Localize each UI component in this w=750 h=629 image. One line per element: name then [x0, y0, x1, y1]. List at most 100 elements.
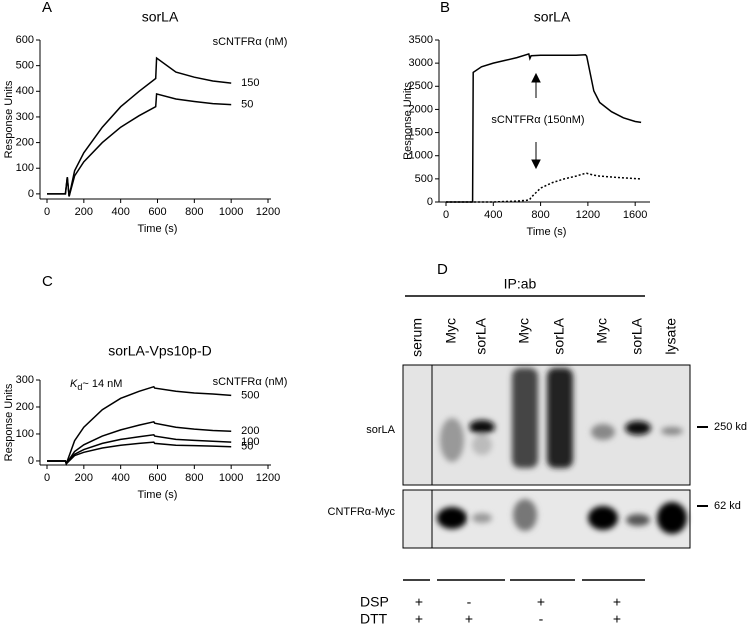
y-tick-label: 400	[16, 85, 34, 97]
band	[588, 506, 618, 530]
series-label: 100	[241, 436, 259, 448]
y-tick-label: 100	[16, 428, 34, 440]
condition-sign: +	[537, 594, 545, 610]
band	[625, 421, 651, 435]
marker-label: 250 kd	[714, 421, 747, 433]
x-tick-label: 400	[111, 206, 129, 218]
condition-label: DTT	[360, 611, 388, 627]
chart-title: sorLA	[534, 9, 571, 25]
condition-sign: +	[415, 594, 423, 610]
y-axis-label: Response Units	[3, 383, 15, 461]
series-label: 500	[241, 389, 259, 401]
x-tick-label: 1000	[219, 206, 243, 218]
lane-label: sorLA	[629, 317, 645, 354]
band	[472, 435, 492, 455]
y-tick-label: 300	[16, 111, 34, 123]
x-tick-label: 1200	[576, 209, 600, 221]
condition-sign: +	[613, 594, 621, 610]
x-tick-label: 1200	[256, 472, 280, 484]
x-tick-label: 1200	[256, 206, 280, 218]
series-line	[47, 92, 232, 197]
y-tick-label: 200	[16, 401, 34, 413]
row-label: CNTFRα-Myc	[328, 506, 396, 518]
y-tick-label: 300	[16, 374, 34, 386]
band	[437, 507, 467, 529]
y-tick-label: 1500	[409, 126, 433, 138]
x-tick-label: 200	[75, 206, 93, 218]
x-tick-label: 600	[148, 206, 166, 218]
y-tick-label: 3500	[409, 34, 433, 46]
x-tick-label: 0	[44, 206, 50, 218]
bands	[437, 368, 687, 534]
x-tick-label: 1600	[623, 209, 647, 221]
lane-label: serum	[409, 318, 425, 357]
series-label: 50	[241, 99, 253, 111]
lane-label: Myc	[516, 318, 532, 344]
series-line	[446, 172, 642, 203]
kd-annotation: Kd~ 14 nM	[70, 378, 122, 392]
y-tick-label: 2000	[409, 103, 433, 115]
annotation: sCNTFRα (nM)	[213, 376, 288, 388]
lane-label: Myc	[443, 318, 459, 344]
y-tick-label: 500	[415, 173, 433, 185]
blot-images	[402, 364, 691, 549]
band	[657, 502, 687, 534]
x-tick-label: 1000	[219, 472, 243, 484]
x-tick-label: 400	[484, 209, 502, 221]
series-label: 150	[241, 77, 259, 89]
band	[626, 514, 650, 526]
y-tick-label: 3000	[409, 57, 433, 69]
panel-letter: D	[437, 261, 448, 278]
kd-part: K	[70, 378, 78, 390]
x-axis-label: Time (s)	[527, 226, 567, 238]
condition-sign: -	[539, 611, 544, 627]
annotation: sCNTFRα (150nM)	[491, 114, 584, 126]
x-tick-label: 0	[443, 209, 449, 221]
ip-label: IP:ab	[504, 276, 537, 292]
x-tick-label: 800	[185, 206, 203, 218]
arrow-head	[531, 72, 541, 83]
panel-letter: A	[42, 0, 52, 16]
y-tick-label: 200	[16, 136, 34, 148]
panel-letter: C	[42, 273, 53, 290]
band	[472, 513, 492, 523]
y-tick-label: 100	[16, 162, 34, 174]
condition-sign: +	[613, 611, 621, 627]
arrow-head	[531, 159, 541, 170]
lane-label: sorLA	[551, 317, 567, 354]
y-axis-label: Response Units	[402, 82, 414, 160]
kd-part: ~ 14 nM	[82, 378, 122, 390]
marker-label: 62 kd	[714, 500, 741, 512]
series-label: 200	[241, 425, 259, 437]
y-tick-label: 2500	[409, 80, 433, 92]
series-line	[47, 433, 232, 466]
band	[469, 420, 495, 434]
panel-letter: B	[440, 0, 450, 16]
condition-sign: +	[465, 611, 473, 627]
x-axis-label: Time (s)	[138, 489, 178, 501]
band	[512, 368, 538, 468]
series-label: 50	[241, 441, 253, 453]
arrows	[531, 72, 541, 170]
y-tick-label: 600	[16, 34, 34, 46]
y-tick-label: 0	[427, 196, 433, 208]
condition-sign: -	[467, 594, 472, 610]
y-tick-label: 0	[28, 188, 34, 200]
chart-title: sorLA	[142, 9, 179, 25]
kd-part: d	[77, 382, 82, 392]
annotation: sCNTFRα (nM)	[213, 36, 288, 48]
condition-label: DSP	[360, 594, 389, 610]
lane-label: sorLA	[473, 317, 489, 354]
band	[513, 499, 537, 531]
x-tick-label: 800	[531, 209, 549, 221]
chart-title: sorLA-Vps10p-D	[108, 343, 212, 359]
series-line	[446, 52, 642, 203]
x-tick-label: 600	[148, 472, 166, 484]
row-label: sorLA	[366, 424, 395, 436]
band	[591, 424, 615, 440]
y-tick-label: 0	[28, 455, 34, 467]
x-tick-label: 400	[111, 472, 129, 484]
condition-sign: +	[415, 611, 423, 627]
